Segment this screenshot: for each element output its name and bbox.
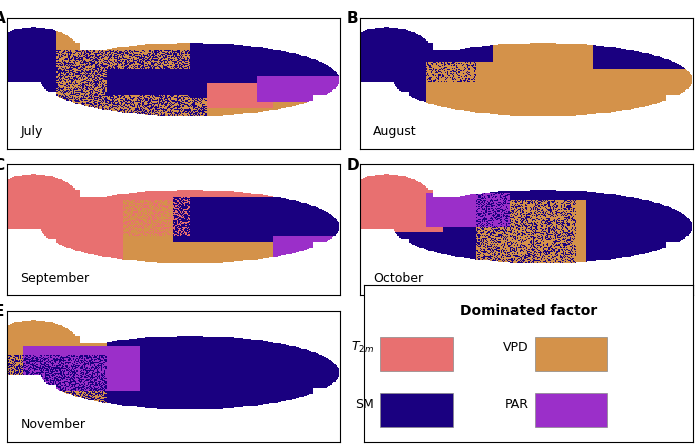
Text: July: July — [20, 125, 43, 138]
Text: PAR: PAR — [505, 397, 528, 411]
Text: VPD: VPD — [503, 341, 528, 355]
Text: Dominated factor: Dominated factor — [460, 304, 597, 318]
Text: B: B — [346, 11, 358, 26]
FancyBboxPatch shape — [381, 337, 453, 371]
Text: October: October — [373, 272, 424, 285]
Text: D: D — [346, 158, 359, 173]
Text: November: November — [20, 418, 85, 431]
FancyBboxPatch shape — [535, 393, 608, 427]
Text: A: A — [0, 11, 6, 26]
FancyBboxPatch shape — [381, 393, 453, 427]
FancyBboxPatch shape — [535, 337, 608, 371]
Text: C: C — [0, 158, 5, 173]
Text: E: E — [0, 304, 4, 319]
Text: August: August — [373, 125, 417, 138]
Text: September: September — [20, 272, 90, 285]
Text: SM: SM — [355, 397, 374, 411]
Text: $T_{2m}$: $T_{2m}$ — [351, 340, 374, 355]
